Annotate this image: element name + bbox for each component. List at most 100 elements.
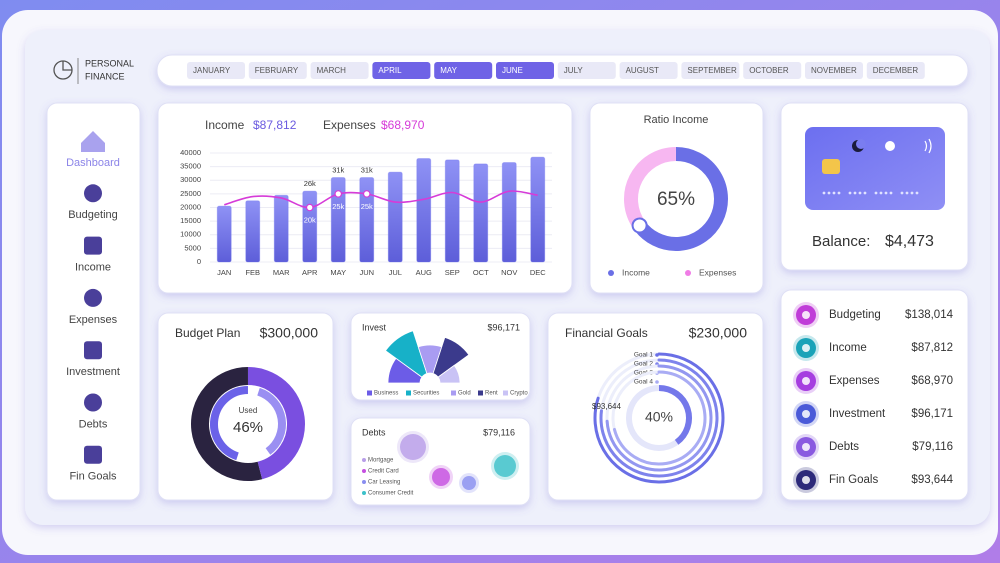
card-digit — [915, 191, 919, 195]
x-tick-label: APR — [302, 268, 318, 277]
month-label[interactable]: JUNE — [502, 66, 523, 75]
month-label[interactable]: MAY — [440, 66, 457, 75]
nav-icon[interactable] — [84, 393, 102, 412]
nav-label[interactable]: Fin Goals — [69, 471, 117, 483]
month-pill[interactable] — [496, 62, 554, 79]
label: $138,014 — [905, 309, 954, 321]
month-button[interactable]: DECEMBER — [866, 62, 925, 79]
month-pill[interactable] — [866, 62, 925, 79]
nav-label[interactable]: Debts — [79, 418, 108, 430]
label: Debts — [829, 441, 859, 453]
nav-item[interactable]: Income — [75, 236, 111, 274]
nav-icon[interactable] — [84, 445, 102, 464]
month-label[interactable]: JANUARY — [193, 66, 231, 75]
goals-card — [547, 312, 764, 501]
month-button[interactable]: MARCH — [310, 62, 369, 79]
bar — [330, 177, 346, 263]
nav-icon[interactable] — [84, 236, 102, 255]
line-marker — [334, 190, 343, 198]
month-button[interactable]: JUNE — [496, 62, 554, 79]
nav-item[interactable]: Budgeting — [68, 184, 118, 221]
goal-label: Goal 2 — [634, 361, 654, 368]
month-button[interactable]: SEPTEMBER — [681, 62, 740, 79]
legend-swatch — [362, 480, 366, 484]
legend-label: Car Leasing — [368, 480, 400, 486]
goal-label: Goal 4 — [634, 379, 654, 386]
nav-item[interactable]: Investment — [66, 341, 120, 378]
month-pill[interactable] — [681, 62, 740, 79]
x-tick-label: OCT — [473, 268, 489, 277]
month-pill[interactable] — [187, 62, 245, 79]
nav-label[interactable]: Expenses — [69, 314, 118, 326]
donut-inner — [210, 386, 249, 461]
nav-icon[interactable] — [84, 288, 102, 307]
legend-label: Crypto — [510, 391, 528, 397]
label: Income — [205, 118, 245, 132]
month-button[interactable]: JULY — [557, 62, 616, 79]
month-label[interactable]: JULY — [564, 66, 584, 75]
nav-label[interactable]: Budgeting — [68, 209, 118, 221]
x-tick-label: JUN — [359, 268, 374, 277]
nav-icon[interactable] — [84, 184, 102, 203]
nav-item[interactable]: Expenses — [69, 288, 118, 326]
nav-item[interactable]: Fin Goals — [69, 445, 117, 483]
nav-item[interactable]: Debts — [79, 393, 108, 431]
month-button[interactable]: APRIL — [372, 62, 431, 79]
month-pill[interactable] — [372, 62, 431, 79]
label: Invest — [362, 322, 387, 332]
nav-icon[interactable] — [84, 341, 102, 360]
month-pill[interactable] — [434, 62, 493, 79]
label: 46% — [233, 419, 263, 436]
legend-swatch — [608, 270, 614, 276]
card-sun — [885, 141, 895, 151]
donut-arc — [247, 367, 305, 480]
month-pill[interactable] — [805, 62, 863, 79]
month-label[interactable]: NOVEMBER — [811, 66, 857, 75]
label: 40% — [645, 409, 673, 425]
month-pill[interactable] — [248, 62, 307, 79]
ratio-card — [589, 102, 764, 294]
legend-swatch — [655, 353, 659, 357]
goal-arc — [612, 370, 707, 466]
month-button[interactable]: NOVEMBER — [805, 62, 863, 79]
month-label[interactable]: SEPTEMBER — [687, 66, 737, 75]
month-label[interactable]: APRIL — [378, 66, 402, 75]
legend-swatch — [503, 390, 508, 396]
month-pill[interactable] — [619, 62, 678, 79]
nav-label[interactable]: Income — [75, 262, 111, 274]
y-tick-label: 35000 — [180, 162, 201, 171]
month-label[interactable]: MARCH — [317, 66, 347, 75]
month-pill[interactable] — [743, 62, 802, 79]
radial-bar — [432, 336, 470, 378]
month-button[interactable]: OCTOBER — [743, 62, 802, 79]
legend-label: Consumer Credit — [368, 491, 414, 497]
month-pill[interactable] — [557, 62, 616, 79]
month-button[interactable]: MAY — [434, 62, 493, 79]
month-label[interactable]: AUGUST — [626, 66, 659, 75]
month-label[interactable]: DECEMBER — [873, 66, 919, 75]
goal-label: Goal 1 — [634, 352, 654, 359]
nav-label[interactable]: Dashboard — [66, 157, 120, 169]
month-button[interactable]: AUGUST — [619, 62, 678, 79]
data-label: 20k — [304, 215, 316, 224]
label: Investment — [829, 408, 886, 420]
donut-handle — [631, 217, 648, 234]
nav-icon[interactable] — [81, 131, 105, 152]
nav-item[interactable]: Dashboard — [66, 131, 120, 169]
summary-icon-glyph — [802, 410, 810, 418]
month-button[interactable]: JANUARY — [187, 62, 245, 79]
month-pill[interactable] — [310, 62, 369, 79]
month-label[interactable]: FEBRUARY — [255, 66, 299, 75]
month-button[interactable]: FEBRUARY — [248, 62, 307, 79]
label: $230,000 — [689, 325, 748, 341]
legend-label: Rent — [485, 391, 498, 397]
donut-inner — [257, 387, 286, 455]
x-tick-label: SEP — [445, 268, 460, 277]
bar — [245, 200, 261, 263]
x-tick-label: AUG — [416, 268, 432, 277]
label: $79,116 — [483, 427, 515, 437]
label: $79,116 — [912, 441, 953, 453]
nav-label[interactable]: Investment — [66, 366, 120, 378]
month-label[interactable]: OCTOBER — [749, 66, 789, 75]
